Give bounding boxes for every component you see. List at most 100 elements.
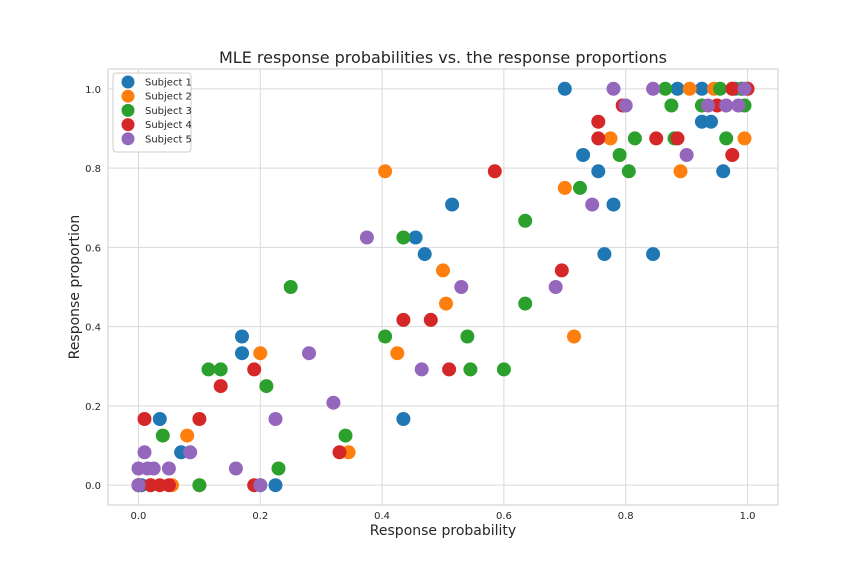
- x-tick-label: 1.0: [740, 511, 756, 522]
- x-tick-label: 0.8: [618, 511, 634, 522]
- data-point: [271, 461, 286, 476]
- data-point: [576, 148, 591, 162]
- legend-label: Subject 3: [145, 106, 192, 117]
- data-point: [618, 98, 633, 113]
- data-point: [557, 180, 572, 195]
- y-tick-labels: 0.0 0.2 0.4 0.6 0.8 1.0: [85, 85, 101, 492]
- data-point: [585, 197, 600, 212]
- data-point: [268, 478, 283, 493]
- data-point: [161, 461, 176, 476]
- data-point: [603, 131, 618, 146]
- data-point: [137, 445, 152, 460]
- data-point: [423, 312, 438, 327]
- data-point: [359, 230, 374, 245]
- data-point: [612, 148, 627, 162]
- y-tick-label: 0.4: [85, 323, 101, 334]
- data-points: [131, 81, 755, 493]
- data-point: [338, 428, 353, 443]
- x-tick-label: 0.2: [252, 511, 268, 522]
- legend-marker: [121, 103, 135, 117]
- data-point: [408, 230, 423, 245]
- data-point: [694, 81, 709, 96]
- data-point: [567, 329, 581, 344]
- data-point: [463, 362, 478, 377]
- data-point: [417, 247, 432, 262]
- data-point: [283, 280, 298, 294]
- y-tick-label: 0.6: [85, 243, 101, 254]
- data-point: [670, 131, 685, 146]
- data-point: [606, 197, 621, 212]
- data-point: [591, 164, 606, 179]
- data-point: [201, 362, 216, 377]
- legend-marker: [121, 118, 135, 132]
- data-point: [390, 346, 405, 361]
- y-tick-label: 0.2: [85, 402, 101, 413]
- data-point: [183, 445, 198, 460]
- data-point: [332, 445, 347, 460]
- data-point: [737, 81, 752, 96]
- data-point: [725, 81, 740, 96]
- data-point: [436, 263, 450, 278]
- data-point: [548, 280, 563, 294]
- data-point: [704, 114, 718, 129]
- data-point: [627, 131, 642, 146]
- data-point: [725, 148, 740, 162]
- data-point: [247, 362, 262, 377]
- data-point: [679, 148, 694, 162]
- data-point: [259, 379, 274, 394]
- data-point: [673, 164, 688, 179]
- data-point: [445, 197, 460, 212]
- data-point: [713, 81, 728, 96]
- data-point: [670, 81, 685, 96]
- data-point: [591, 131, 606, 146]
- data-point: [554, 263, 569, 278]
- data-point: [518, 213, 533, 228]
- x-axis-label: Response probability: [370, 523, 516, 539]
- data-point: [235, 329, 249, 344]
- data-point: [719, 98, 734, 113]
- data-point: [378, 164, 393, 179]
- data-point: [268, 412, 283, 426]
- data-point: [716, 164, 731, 179]
- data-point: [682, 81, 697, 96]
- data-point: [192, 478, 207, 493]
- data-point: [719, 131, 734, 146]
- x-tick-label: 0.4: [374, 511, 390, 522]
- data-point: [302, 346, 316, 361]
- data-point: [646, 81, 661, 96]
- data-point: [326, 395, 341, 410]
- data-point: [454, 280, 469, 294]
- data-point: [152, 412, 167, 426]
- legend-marker: [121, 132, 135, 146]
- data-point: [378, 329, 393, 344]
- y-tick-label: 0.8: [85, 164, 101, 175]
- chart-title: MLE response probabilities vs. the respo…: [219, 48, 667, 67]
- data-point: [487, 164, 502, 179]
- legend-marker: [121, 75, 135, 89]
- data-point: [192, 412, 207, 426]
- y-tick-label: 1.0: [85, 85, 101, 96]
- data-point: [737, 131, 752, 146]
- data-point: [180, 428, 195, 443]
- data-point: [439, 296, 453, 311]
- data-point: [253, 346, 268, 361]
- data-point: [591, 114, 606, 129]
- plot-area: [108, 69, 778, 505]
- data-point: [649, 131, 664, 146]
- data-point: [131, 478, 146, 493]
- y-axis-label: Response proportion: [67, 215, 83, 360]
- data-point: [396, 412, 411, 426]
- data-point: [573, 180, 587, 195]
- legend-label: Subject 5: [145, 134, 192, 145]
- data-point: [597, 247, 612, 262]
- data-point: [442, 362, 457, 377]
- data-point: [235, 346, 249, 361]
- data-point: [606, 81, 621, 96]
- data-point: [496, 362, 511, 377]
- legend-label: Subject 1: [145, 78, 192, 89]
- data-point: [253, 478, 268, 493]
- data-point: [137, 412, 152, 426]
- data-point: [213, 362, 228, 377]
- x-tick-label: 0.0: [131, 511, 147, 522]
